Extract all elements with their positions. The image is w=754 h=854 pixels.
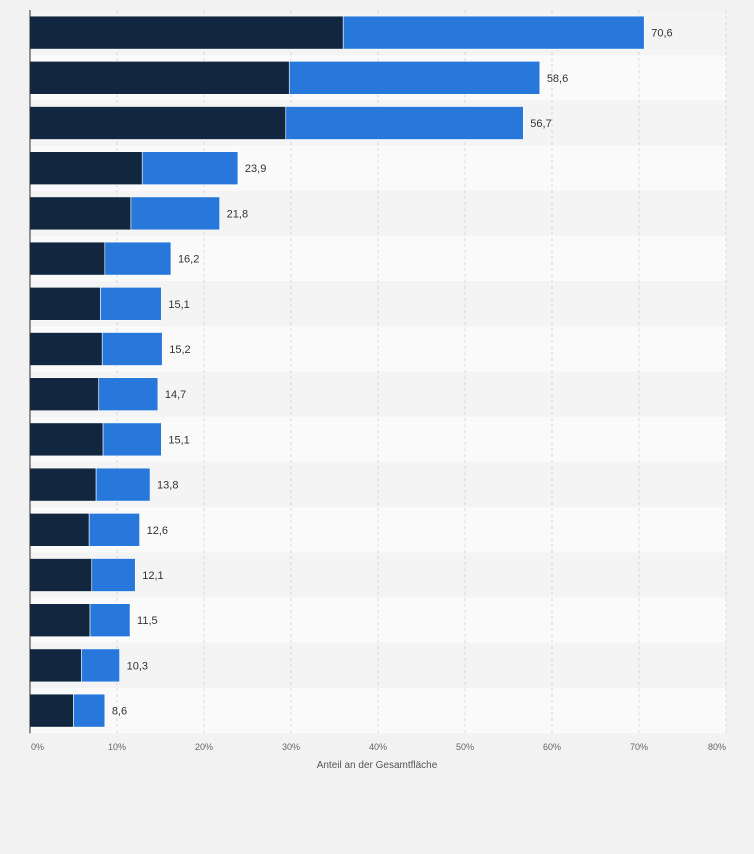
bar-segment-series-1: [29, 693, 74, 728]
x-tick-label: 70%: [630, 742, 648, 752]
data-label: 58,6: [547, 73, 568, 85]
bar-segment-series-1: [29, 151, 143, 185]
bar-segment-series-1: [29, 15, 344, 50]
x-axis-label: Anteil an der Gesamtfläche: [317, 760, 438, 771]
bar-segment-series-2: [95, 467, 151, 502]
data-label: 21,8: [227, 208, 248, 220]
x-tick-label: 10%: [108, 742, 126, 752]
value-labels: 70,6 58,6 56,7 23,9 21,8 16,2 15,1 15,2 14,7 15,1…: [112, 28, 673, 718]
data-label: 11,5: [137, 615, 158, 627]
bar-segment-series-2: [342, 15, 645, 50]
bar-segment-series-1: [29, 377, 100, 412]
data-label: 56,7: [530, 118, 551, 130]
bar-segment-series-1: [29, 422, 104, 457]
bar-segment-series-2: [141, 151, 239, 185]
data-label: 12,6: [147, 525, 168, 537]
bar-segment-series-2: [88, 512, 140, 547]
bar-segment-series-2: [91, 558, 136, 592]
bar-segment-series-2: [100, 286, 162, 321]
bar-segment-series-1: [29, 286, 101, 321]
bar-segment-series-2: [89, 603, 131, 638]
bar-segment-series-2: [73, 693, 106, 728]
data-label: 12,1: [142, 570, 163, 582]
bar-segment-series-1: [29, 467, 97, 502]
bar-segment-series-1: [29, 60, 290, 95]
bar-segment-series-1: [29, 241, 106, 276]
bar-segment-series-2: [102, 422, 162, 457]
bar-segment-series-1: [29, 196, 132, 231]
data-label: 15,1: [168, 434, 189, 446]
bar-segment-series-2: [285, 106, 524, 140]
bar-segment-series-2: [101, 332, 163, 366]
bar-segment-series-2: [130, 196, 220, 231]
bars: [29, 15, 645, 728]
data-label: 15,1: [168, 299, 189, 311]
data-label: 16,2: [178, 254, 199, 266]
bar-segment-series-2: [104, 241, 172, 276]
data-label: 13,8: [157, 480, 178, 492]
data-label: 70,6: [651, 28, 672, 40]
x-tick-labels: 0% 10% 20% 30% 40% 50% 60% 70% 80%: [31, 742, 726, 752]
bar-segment-series-1: [29, 106, 287, 140]
bar-segment-series-1: [29, 512, 90, 547]
x-tick-label: 60%: [543, 742, 561, 752]
data-label: 10,3: [127, 660, 148, 672]
x-tick-label: 80%: [708, 742, 726, 752]
bar-segment-series-1: [29, 603, 91, 638]
bar-segment-series-2: [81, 648, 120, 683]
x-tick-label: 30%: [282, 742, 300, 752]
data-label: 14,7: [165, 389, 186, 401]
x-tick-label: 50%: [456, 742, 474, 752]
data-label: 8,6: [112, 706, 127, 718]
bar-segment-series-2: [288, 60, 541, 95]
data-label: 23,9: [245, 163, 266, 175]
bar-segment-series-1: [29, 648, 82, 683]
x-tick-label: 40%: [369, 742, 387, 752]
bar-segment-series-1: [29, 558, 93, 592]
bar-segment-series-1: [29, 332, 103, 366]
bar-segment-series-2: [98, 377, 159, 412]
data-label: 15,2: [169, 344, 190, 356]
x-tick-label: 0%: [31, 742, 44, 752]
x-tick-label: 20%: [195, 742, 213, 752]
